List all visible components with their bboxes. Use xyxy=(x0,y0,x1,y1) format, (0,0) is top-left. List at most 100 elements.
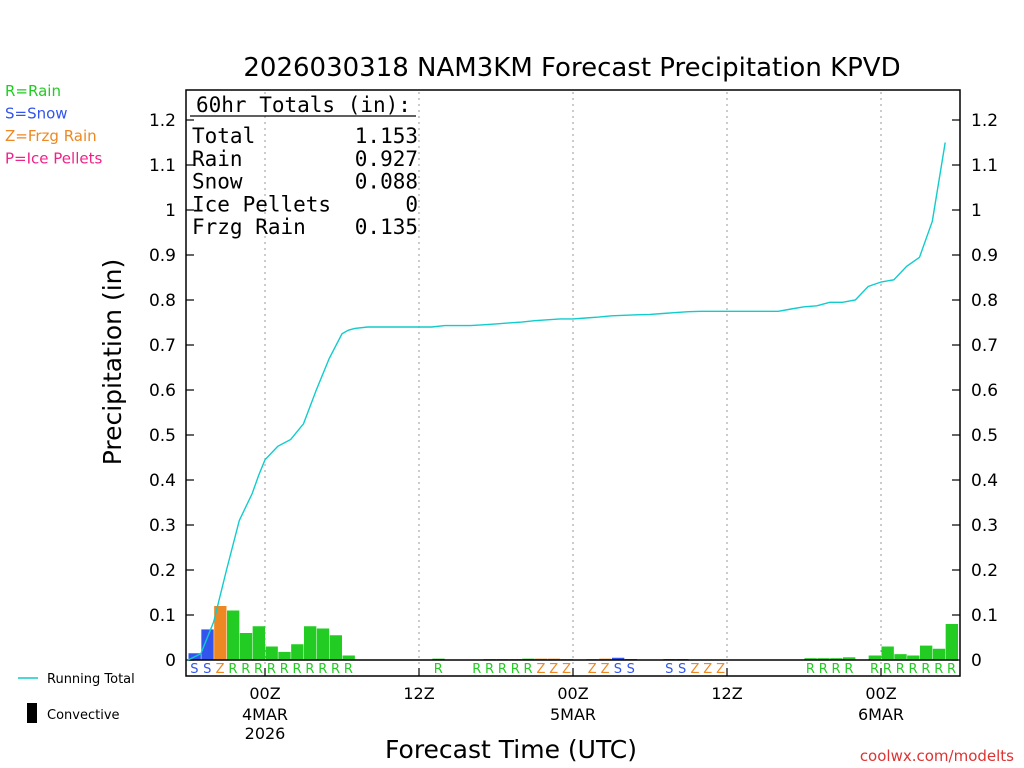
precip-bar xyxy=(342,655,355,660)
totals-row-value: 0.135 xyxy=(355,215,418,239)
precip-type-letter: R xyxy=(344,662,353,677)
precip-type-letter: Z xyxy=(562,662,571,677)
attribution: coolwx.com/modelts xyxy=(860,747,1014,765)
y-tick-label-right: 0.1 xyxy=(971,606,998,626)
precip-type-letter: R xyxy=(498,662,507,677)
x-tick-label: 00Z xyxy=(249,684,280,703)
y-tick-label-left: 1 xyxy=(165,201,176,221)
precip-type-letter: R xyxy=(318,662,327,677)
precip-type-letter: Z xyxy=(588,662,597,677)
x-tick-label: 00Z xyxy=(865,684,896,703)
precip-type-letter: Z xyxy=(536,662,545,677)
totals-row-value: 0 xyxy=(405,192,418,216)
precip-type-letter: R xyxy=(267,662,276,677)
x-tick-label: 12Z xyxy=(711,684,742,703)
y-tick-label-left: 0.3 xyxy=(149,516,176,536)
totals-box: 60hr Totals (in): Total 1.153 Rain 0.927 Sno… xyxy=(190,93,418,239)
precip-type-letter: R xyxy=(934,662,943,677)
y-tick-label-left: 0.2 xyxy=(149,561,176,581)
precip-type-letter: R xyxy=(280,662,289,677)
precip-type-letter: R xyxy=(331,662,340,677)
precip-bar xyxy=(881,646,894,660)
x-tick-date: 5MAR xyxy=(550,705,596,724)
precip-type-letter: R xyxy=(511,662,520,677)
precip-type-letter: S xyxy=(665,662,673,677)
precip-type-letter: R xyxy=(819,662,828,677)
precip-type-letter: Z xyxy=(549,662,558,677)
totals-row-label: Frzg Rain xyxy=(192,215,306,239)
precip-type-letter: Z xyxy=(703,662,712,677)
precip-type-letter: S xyxy=(678,662,686,677)
y-tick-label-right: 0.8 xyxy=(971,291,998,311)
totals-row-value: 0.927 xyxy=(355,147,418,171)
convective-legend-label: Convective xyxy=(47,708,120,723)
legend-entry-r: R=Rain xyxy=(5,82,61,100)
precip-bar xyxy=(265,646,278,660)
precip-bar xyxy=(868,655,881,660)
x-tick-label: 12Z xyxy=(403,684,434,703)
y-tick-label-left: 0.6 xyxy=(149,381,176,401)
x-tick-year: 2026 xyxy=(245,724,286,743)
precip-bar xyxy=(932,648,946,660)
y-tick-label-right: 0.9 xyxy=(971,246,998,266)
precip-type-letter: R xyxy=(293,662,302,677)
y-tick-label-right: 1 xyxy=(971,201,982,221)
precip-type-letter: S xyxy=(190,662,198,677)
precip-bar xyxy=(612,657,625,660)
precip-bar xyxy=(830,658,843,660)
y-tick-label-right: 0.2 xyxy=(971,561,998,581)
precip-type-letter: R xyxy=(241,662,250,677)
y-tick-label-right: 0.4 xyxy=(971,471,998,491)
y-tick-label-left: 1.2 xyxy=(149,111,176,131)
precip-type-legend: R=Rain S=Snow Z=Frzg Rain P=Ice Pellets xyxy=(5,82,102,168)
precip-bar xyxy=(227,610,240,660)
totals-row-label: Ice Pellets xyxy=(192,192,331,216)
precip-bars xyxy=(188,606,958,660)
chart-title: 2026030318 NAM3KM Forecast Precipitation… xyxy=(243,53,900,83)
precip-bar xyxy=(291,644,304,660)
precip-type-letter: R xyxy=(909,662,918,677)
y-tick-label-left: 0.8 xyxy=(149,291,176,311)
precip-type-letter: R xyxy=(806,662,815,677)
precip-type-letter: R xyxy=(896,662,905,677)
precip-bar xyxy=(920,645,933,660)
y-tick-label-right: 1.2 xyxy=(971,111,998,131)
precip-type-letter: R xyxy=(870,662,879,677)
legend-entry-p: P=Ice Pellets xyxy=(5,150,102,168)
x-tick-date: 6MAR xyxy=(858,705,904,724)
precip-type-letter: R xyxy=(844,662,853,677)
x-tick-label: 00Z xyxy=(557,684,588,703)
precip-type-letter: R xyxy=(921,662,930,677)
precip-bar xyxy=(843,657,856,660)
y-tick-label-right: 0.7 xyxy=(971,336,998,356)
running-total-line xyxy=(187,142,946,661)
y-tick-label-left: 0.9 xyxy=(149,246,176,266)
x-axis-label: Forecast Time (UTC) xyxy=(385,735,637,764)
y-tick-label-left: 0.7 xyxy=(149,336,176,356)
y-axis-ticks: 0 0 0.1 0.1 0.2 0.2 0.3 0.3 0.4 0.4 0.5 0.5 0.6 0.6 0.… xyxy=(149,111,998,671)
precip-bar xyxy=(239,633,253,660)
x-tick-date: 4MAR xyxy=(242,705,288,724)
y-tick-label-left: 0 xyxy=(165,651,176,671)
precip-bar xyxy=(945,624,958,660)
precip-type-letter: S xyxy=(627,662,635,677)
y-tick-label-left: 1.1 xyxy=(149,156,176,176)
convective-legend-swatch xyxy=(27,703,37,723)
precip-bar xyxy=(304,626,317,660)
y-tick-label-left: 0.4 xyxy=(149,471,176,491)
totals-header: 60hr Totals (in): xyxy=(196,93,411,117)
totals-row-label: Rain xyxy=(192,147,243,171)
precip-type-letter: Z xyxy=(690,662,699,677)
precip-type-letter: R xyxy=(832,662,841,677)
precip-bar xyxy=(201,629,214,660)
precip-type-letter: Z xyxy=(216,662,225,677)
precip-bar xyxy=(894,654,907,660)
precip-type-letter: R xyxy=(947,662,956,677)
precip-bar xyxy=(804,658,817,660)
totals-row-label: Snow xyxy=(192,170,243,194)
y-tick-label-right: 1.1 xyxy=(971,156,998,176)
totals-row-label: Total xyxy=(192,124,255,148)
y-tick-label-left: 0.5 xyxy=(149,426,176,446)
precip-bar xyxy=(278,651,291,660)
